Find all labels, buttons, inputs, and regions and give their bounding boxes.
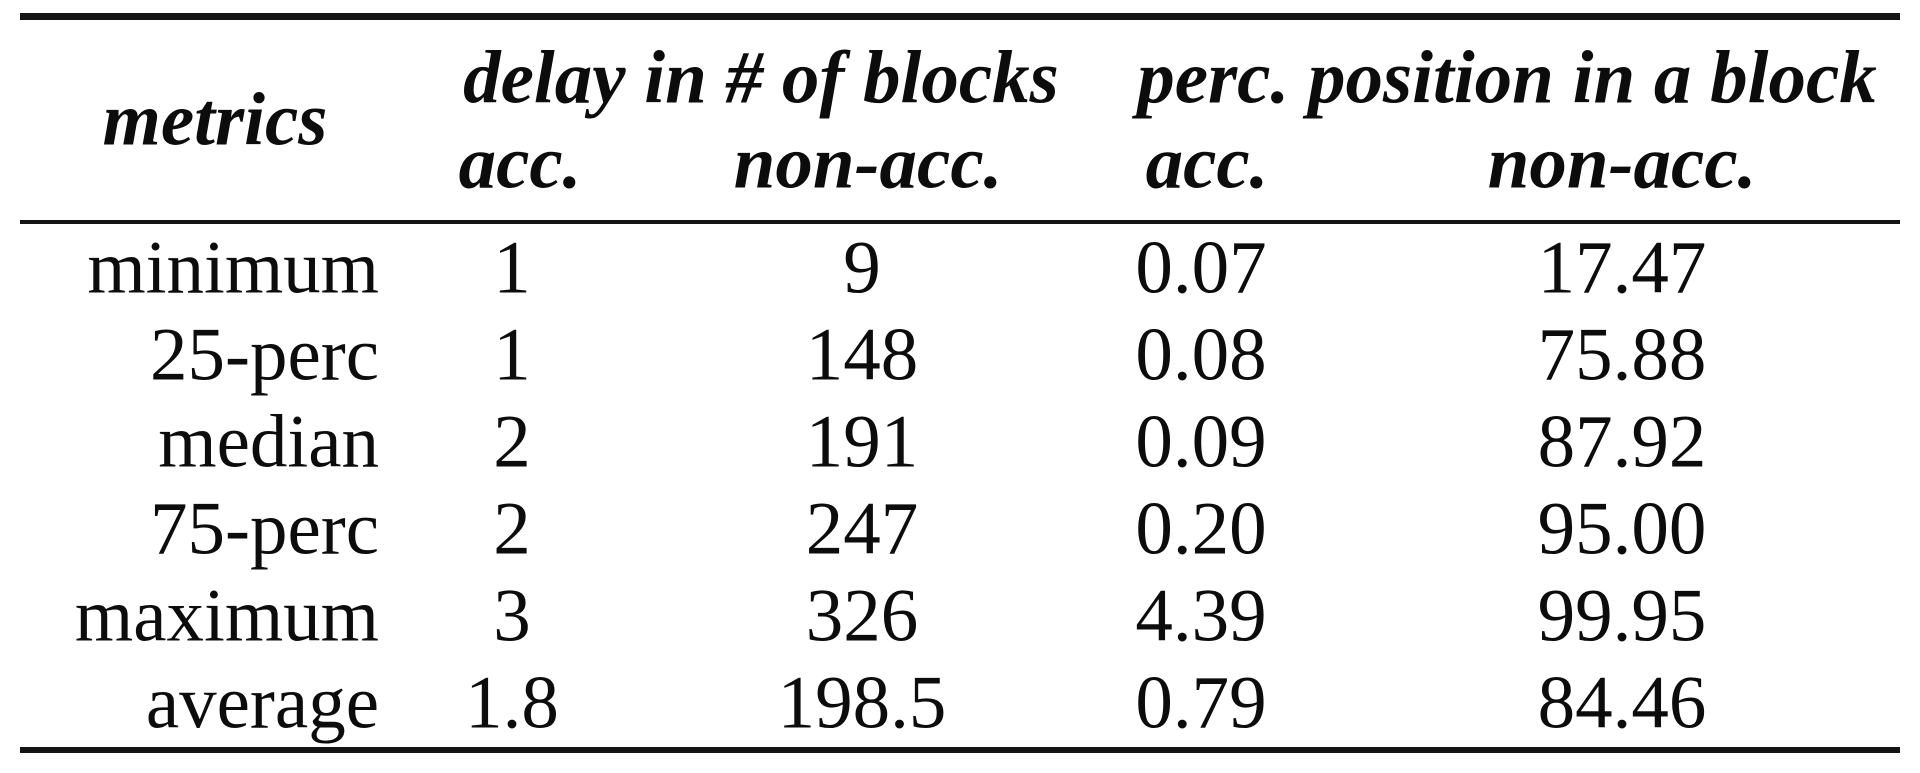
table-row-median: median 2 191 0.09 87.92 (20, 398, 1900, 485)
table-mid-rule (20, 220, 1900, 224)
table-top-rule (20, 13, 1900, 20)
group-header-perc-position: perc. position in a block (1137, 36, 1877, 120)
table-bottom-rule (20, 747, 1900, 753)
perc-acc-cell: 0.79 (1135, 661, 1267, 745)
delay-non-acc-cell: 9 (843, 226, 881, 310)
perc-acc-cell: 0.09 (1135, 400, 1267, 484)
perc-non-acc-cell: 84.46 (1537, 661, 1707, 745)
delay-non-acc-cell: 247 (805, 487, 919, 571)
subheader-perc-acc: acc. (1145, 121, 1269, 205)
perc-non-acc-cell: 99.95 (1537, 574, 1707, 658)
table-row-25-perc: 25-perc 1 148 0.08 75.88 (20, 311, 1900, 398)
metric-cell: maximum (74, 574, 379, 658)
metric-cell: median (158, 400, 379, 484)
perc-non-acc-cell: 87.92 (1537, 400, 1707, 484)
table-row-maximum: maximum 3 326 4.39 99.95 (20, 573, 1900, 660)
subheader-perc-non-acc: non-acc. (1487, 121, 1757, 205)
delay-acc-cell: 2 (493, 400, 531, 484)
delay-non-acc-cell: 191 (805, 400, 919, 484)
perc-non-acc-cell: 17.47 (1537, 226, 1707, 310)
perc-acc-cell: 0.07 (1135, 226, 1267, 310)
delay-non-acc-cell: 148 (805, 313, 919, 397)
perc-non-acc-cell: 75.88 (1537, 313, 1707, 397)
delay-acc-cell: 2 (493, 487, 531, 571)
metric-cell: average (145, 661, 379, 745)
perc-acc-cell: 0.08 (1135, 313, 1267, 397)
table-header: metrics delay in # of blocks perc. posit… (20, 20, 1900, 220)
table-body: minimum 1 9 0.07 17.47 25-perc 1 148 0.0… (20, 224, 1900, 747)
metric-cell: 75-perc (149, 487, 379, 571)
perc-non-acc-cell: 95.00 (1537, 487, 1707, 571)
perc-acc-cell: 4.39 (1135, 574, 1267, 658)
delay-acc-cell: 1 (493, 313, 531, 397)
subheader-delay-acc: acc. (458, 121, 582, 205)
group-header-delay-in-blocks: delay in # of blocks (463, 36, 1059, 120)
metrics-column-header: metrics (102, 78, 328, 162)
delay-non-acc-cell: 326 (805, 574, 919, 658)
table-row-minimum: minimum 1 9 0.07 17.47 (20, 224, 1900, 311)
delay-acc-cell: 1 (493, 226, 531, 310)
delay-acc-cell: 3 (493, 574, 531, 658)
table-row-average: average 1.8 198.5 0.79 84.46 (20, 660, 1900, 747)
perc-acc-cell: 0.20 (1135, 487, 1267, 571)
subheader-delay-non-acc: non-acc. (733, 121, 1003, 205)
delay-acc-cell: 1.8 (465, 661, 559, 745)
delay-non-acc-cell: 198.5 (777, 661, 947, 745)
table-row-75-perc: 75-perc 2 247 0.20 95.00 (20, 485, 1900, 572)
metric-cell: minimum (87, 226, 379, 310)
metric-cell: 25-perc (149, 313, 379, 397)
